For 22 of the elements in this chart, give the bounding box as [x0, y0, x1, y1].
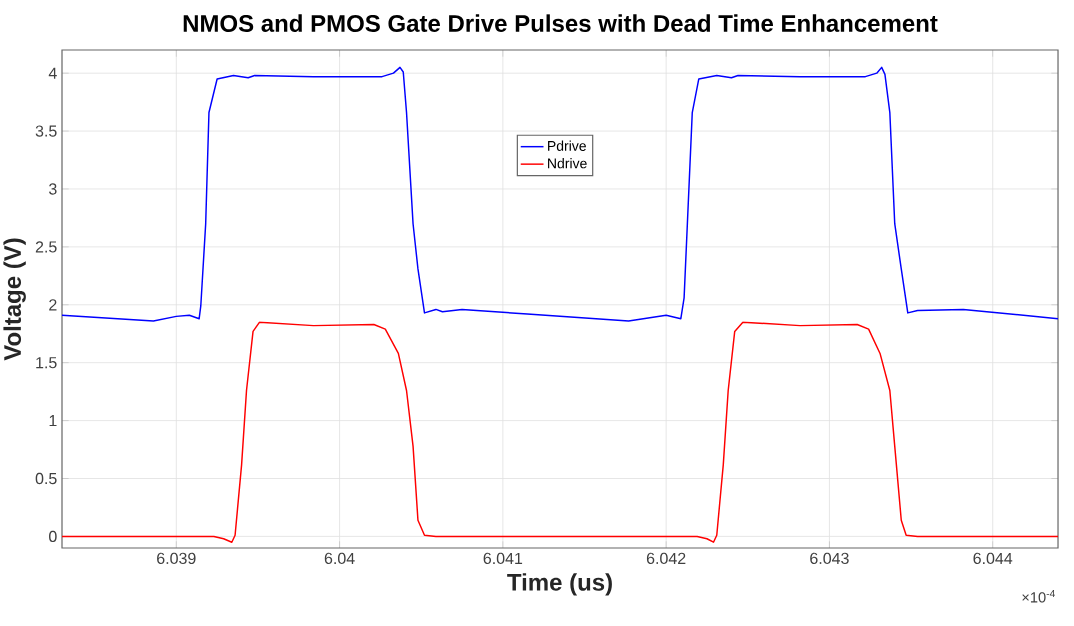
x-tick-label: 6.042 — [646, 552, 686, 565]
y-axis-title: Voltage (V) — [3, 238, 26, 361]
y-tick-label: 1.5 — [36, 357, 57, 369]
y-tick-label: 4 — [48, 67, 57, 79]
y-tick-label: 2.5 — [35, 241, 57, 253]
legend-label: Ndrive — [548, 158, 587, 169]
legend-label: Pdrive — [548, 140, 586, 151]
y-tick-label: 0 — [49, 530, 57, 543]
x-tick-label: 6.043 — [810, 552, 849, 565]
x-tick-label: 6.044 — [973, 552, 1013, 565]
text: ×10$^{-4}$ — [1022, 590, 1056, 603]
line-series — [62, 66, 1059, 322]
y-tick-label: 0.5 — [35, 472, 57, 485]
y-tick-label: 1 — [49, 415, 57, 427]
x-tick-label: 6.039 — [157, 552, 196, 565]
y-tick-label: 3 — [49, 183, 57, 195]
y-tick-label: 2 — [49, 299, 57, 311]
x-tick-label: 6.04 — [324, 552, 355, 565]
chart-title: NMOS and PMOS Gate Drive Pulses with Dead Time Enhancement — [183, 14, 938, 32]
y-tick-label: 3.5 — [35, 125, 57, 137]
x-axis-title: Time (us) — [507, 573, 612, 596]
x-tick-label: 6.041 — [483, 552, 523, 565]
